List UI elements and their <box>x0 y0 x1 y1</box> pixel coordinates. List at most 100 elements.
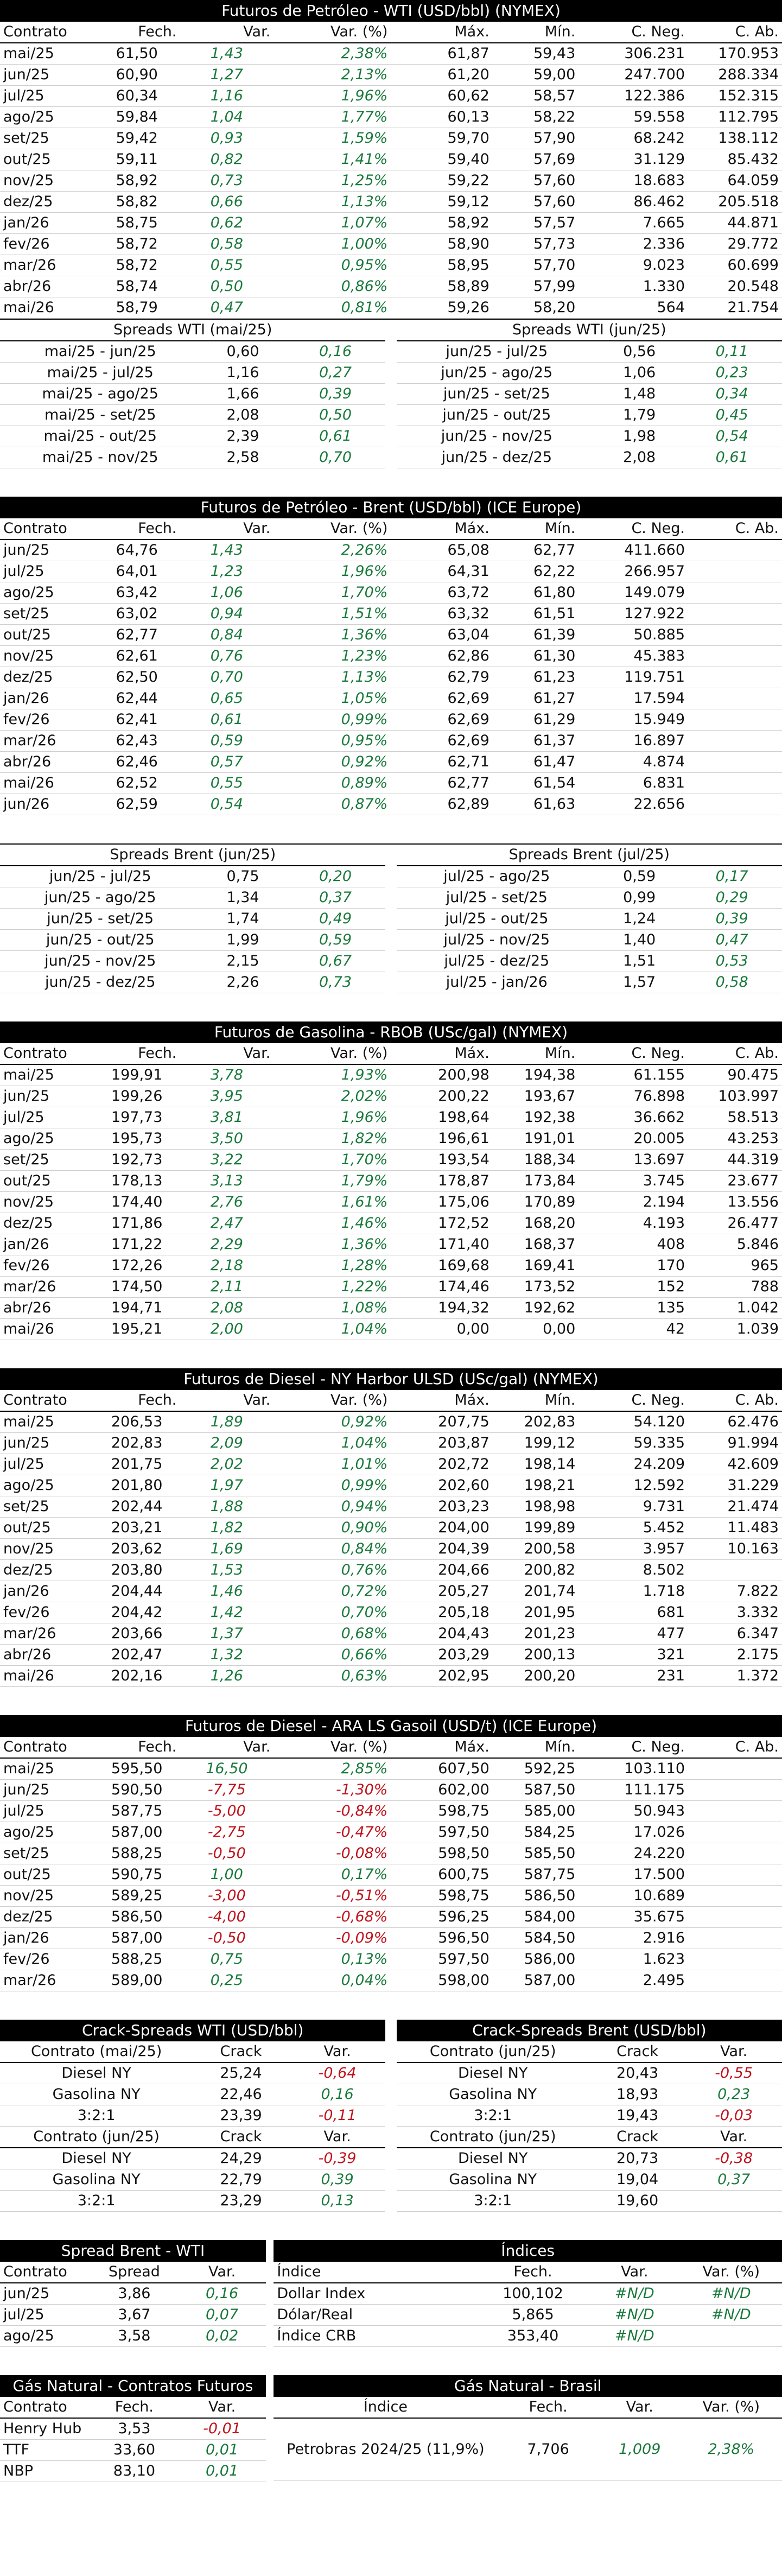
table-row: jun/25 199,26 3,95 2,02% 200,22 193,67 76.898 1… <box>0 1086 782 1107</box>
gas-br-wrap: Gás Natural - Brasil Índice Fech. Var. Var. … <box>274 2375 782 2482</box>
table-cell: 590,75 <box>93 1864 180 1886</box>
rbob-futures-table: Contrato Fech. Var. Var. (%) Máx. Mín. C. Neg.… <box>0 1043 782 1340</box>
table-row: jun/25 - ago/25 1,34 0,37 <box>0 887 386 909</box>
table-cell: 188,34 <box>492 1149 579 1171</box>
table-cell: dez/25 <box>0 1213 94 1234</box>
table-cell: 127.922 <box>578 603 689 625</box>
table-row: ago/25 63,42 1,06 1,70% 63,72 61,80 149.079 <box>0 582 782 604</box>
column-header: Var. (%) <box>274 518 391 540</box>
spread-value: 1,79 <box>597 404 682 426</box>
spread-value: 1,57 <box>597 972 682 993</box>
table-row: abr/26 202,47 1,32 0,66% 203,29 200,13 321 2.17… <box>0 1644 782 1666</box>
table-cell: 58,92 <box>391 212 493 234</box>
table-cell: ago/25 <box>0 1822 94 1843</box>
column-header: Mín. <box>492 1737 579 1759</box>
table-cell: 57,60 <box>492 170 579 192</box>
table-cell: 1,53 <box>180 1559 274 1581</box>
table-cell: 62,44 <box>93 688 180 709</box>
table-cell: 3,50 <box>180 1128 274 1150</box>
table-cell: 63,02 <box>93 603 180 625</box>
table-cell <box>688 794 782 815</box>
table-cell: ago/25 <box>0 106 94 128</box>
table-row: mai/26 62,52 0,55 0,89% 62,77 61,54 6.831 <box>0 772 782 794</box>
crack-var: -0,38 <box>685 2148 782 2169</box>
table-cell: out/25 <box>0 1517 94 1539</box>
table-row: jun/25 - jul/25 0,75 0,20 <box>0 866 386 887</box>
table-cell: 201,23 <box>492 1623 579 1645</box>
spread-var: 0,67 <box>285 950 386 972</box>
table-cell: 1,43 <box>180 43 274 65</box>
table-cell: 59,42 <box>93 128 180 149</box>
table-cell: 204,44 <box>93 1581 180 1602</box>
column-header: Contrato <box>0 1737 94 1759</box>
table-cell: 111.175 <box>578 1779 689 1801</box>
table-cell: 1,70% <box>274 1149 391 1171</box>
table-cell: -7,75 <box>180 1779 274 1801</box>
table-cell: 1.718 <box>578 1581 689 1602</box>
table-cell <box>688 1906 782 1928</box>
var-col-label: Var. <box>289 2126 386 2148</box>
column-header: C. Ab. <box>688 1043 782 1065</box>
spread-label: jun/25 - dez/25 <box>0 972 201 993</box>
table-cell: 15.949 <box>578 709 689 731</box>
spread-value: 2,08 <box>200 404 285 426</box>
table-cell: 64,31 <box>391 561 493 582</box>
table-cell: mar/26 <box>0 255 94 276</box>
spread-brent-wti-title: Spread Brent - WTI <box>0 2240 266 2262</box>
table-cell: dez/25 <box>0 191 94 213</box>
gas-brasil-title: Gás Natural - Brasil <box>274 2375 782 2397</box>
table-cell: 0,94% <box>274 1496 391 1518</box>
table-cell: 192,38 <box>492 1107 579 1128</box>
table-cell: 20.005 <box>578 1128 689 1150</box>
ulsd-futures-title: Futuros de Diesel - NY Harbor ULSD (USc/… <box>0 1368 782 1390</box>
spread-label: mai/25 - jun/25 <box>0 341 201 363</box>
table-cell: 0,65 <box>180 688 274 709</box>
spread-var: 0,11 <box>682 341 782 363</box>
table-cell: 6.347 <box>688 1623 782 1645</box>
spread-var: 0,39 <box>285 383 386 405</box>
crack-product: Diesel NY <box>396 2148 589 2169</box>
table-cell: 200,13 <box>492 1644 579 1666</box>
table-cell: 61,39 <box>492 624 579 646</box>
spread-label: jul/25 - dez/25 <box>396 950 597 972</box>
spread-value: 0,59 <box>597 866 682 887</box>
table-cell: 1,36% <box>274 1234 391 1255</box>
table-row: jun/25 3,86 0,16 <box>0 2283 266 2305</box>
table-cell <box>688 730 782 752</box>
table-cell <box>688 1885 782 1907</box>
table-cell: -0,09% <box>274 1927 391 1949</box>
table-cell: 203,87 <box>391 1432 493 1454</box>
table-cell: 171,86 <box>93 1213 180 1234</box>
table-cell: -0,47% <box>274 1822 391 1843</box>
table-cell: 1.039 <box>688 1318 782 1340</box>
table-row: 3:2:1 23,39 -0,11 <box>0 2105 386 2127</box>
table-cell: 122.386 <box>578 85 689 107</box>
spread-label: jun/25 - nov/25 <box>396 426 597 447</box>
table-cell: 59,00 <box>492 64 579 86</box>
table-cell: 61,54 <box>492 772 579 794</box>
crack-wti-title: Crack-Spreads WTI (USD/bbl) <box>0 2020 386 2041</box>
table-cell: 168,20 <box>492 1213 579 1234</box>
table-cell: 1,27 <box>180 64 274 86</box>
table-cell <box>688 709 782 731</box>
table-cell: 44.871 <box>688 212 782 234</box>
table-cell: 17.500 <box>578 1864 689 1886</box>
table-cell: 1,28% <box>274 1255 391 1277</box>
table-row: jan/26 587,00 -0,50 -0,09% 596,50 584,50 2.916 <box>0 1927 782 1949</box>
table-cell: 10.163 <box>688 1538 782 1560</box>
table-cell: 199,89 <box>492 1517 579 1539</box>
table-cell: 0,07 <box>178 2304 266 2326</box>
table-cell: 2.495 <box>578 1970 689 1991</box>
table-cell: -4,00 <box>180 1906 274 1928</box>
spread-label: jun/25 - set/25 <box>0 908 201 930</box>
crack-col-label: Crack <box>589 2041 686 2063</box>
crack-contract-label: Contrato (mai/25) <box>0 2041 193 2063</box>
table-cell: 1,88 <box>180 1496 274 1518</box>
spacer <box>0 468 782 497</box>
spread-label: jun/25 - out/25 <box>396 404 597 426</box>
crack-var: -0,64 <box>289 2063 386 2084</box>
table-cell: mai/25 <box>0 43 94 65</box>
table-cell: #N/D <box>589 2304 681 2326</box>
table-cell: 1,82 <box>180 1517 274 1539</box>
table-cell: 200,98 <box>391 1064 493 1086</box>
